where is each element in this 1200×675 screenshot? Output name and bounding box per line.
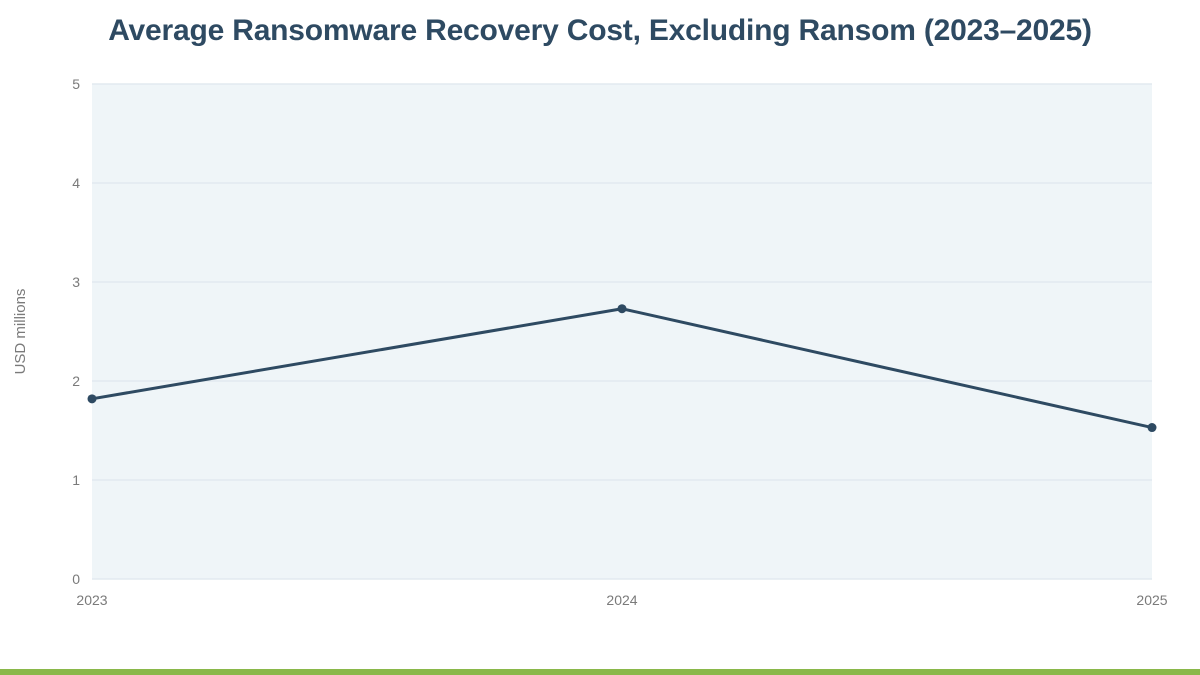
y-tick-label: 0: [72, 571, 80, 587]
y-tick-label: 4: [72, 175, 80, 191]
y-tick-label: 2: [72, 373, 80, 389]
y-tick-label: 1: [72, 472, 80, 488]
x-tick-label: 2023: [76, 592, 107, 608]
plot-area: [92, 84, 1152, 579]
y-tick-label: 5: [72, 76, 80, 92]
bottom-accent-bar: [0, 669, 1200, 675]
y-tick-label: 3: [72, 274, 80, 290]
data-point-2024: [617, 304, 627, 314]
x-tick-label: 2025: [1136, 592, 1167, 608]
data-point-2025: [1147, 423, 1157, 433]
y-axis-label: USD millions: [12, 289, 29, 375]
x-tick-label: 2024: [606, 592, 637, 608]
data-point-2023: [87, 394, 97, 404]
chart-title: Average Ransomware Recovery Cost, Exclud…: [108, 14, 1092, 47]
